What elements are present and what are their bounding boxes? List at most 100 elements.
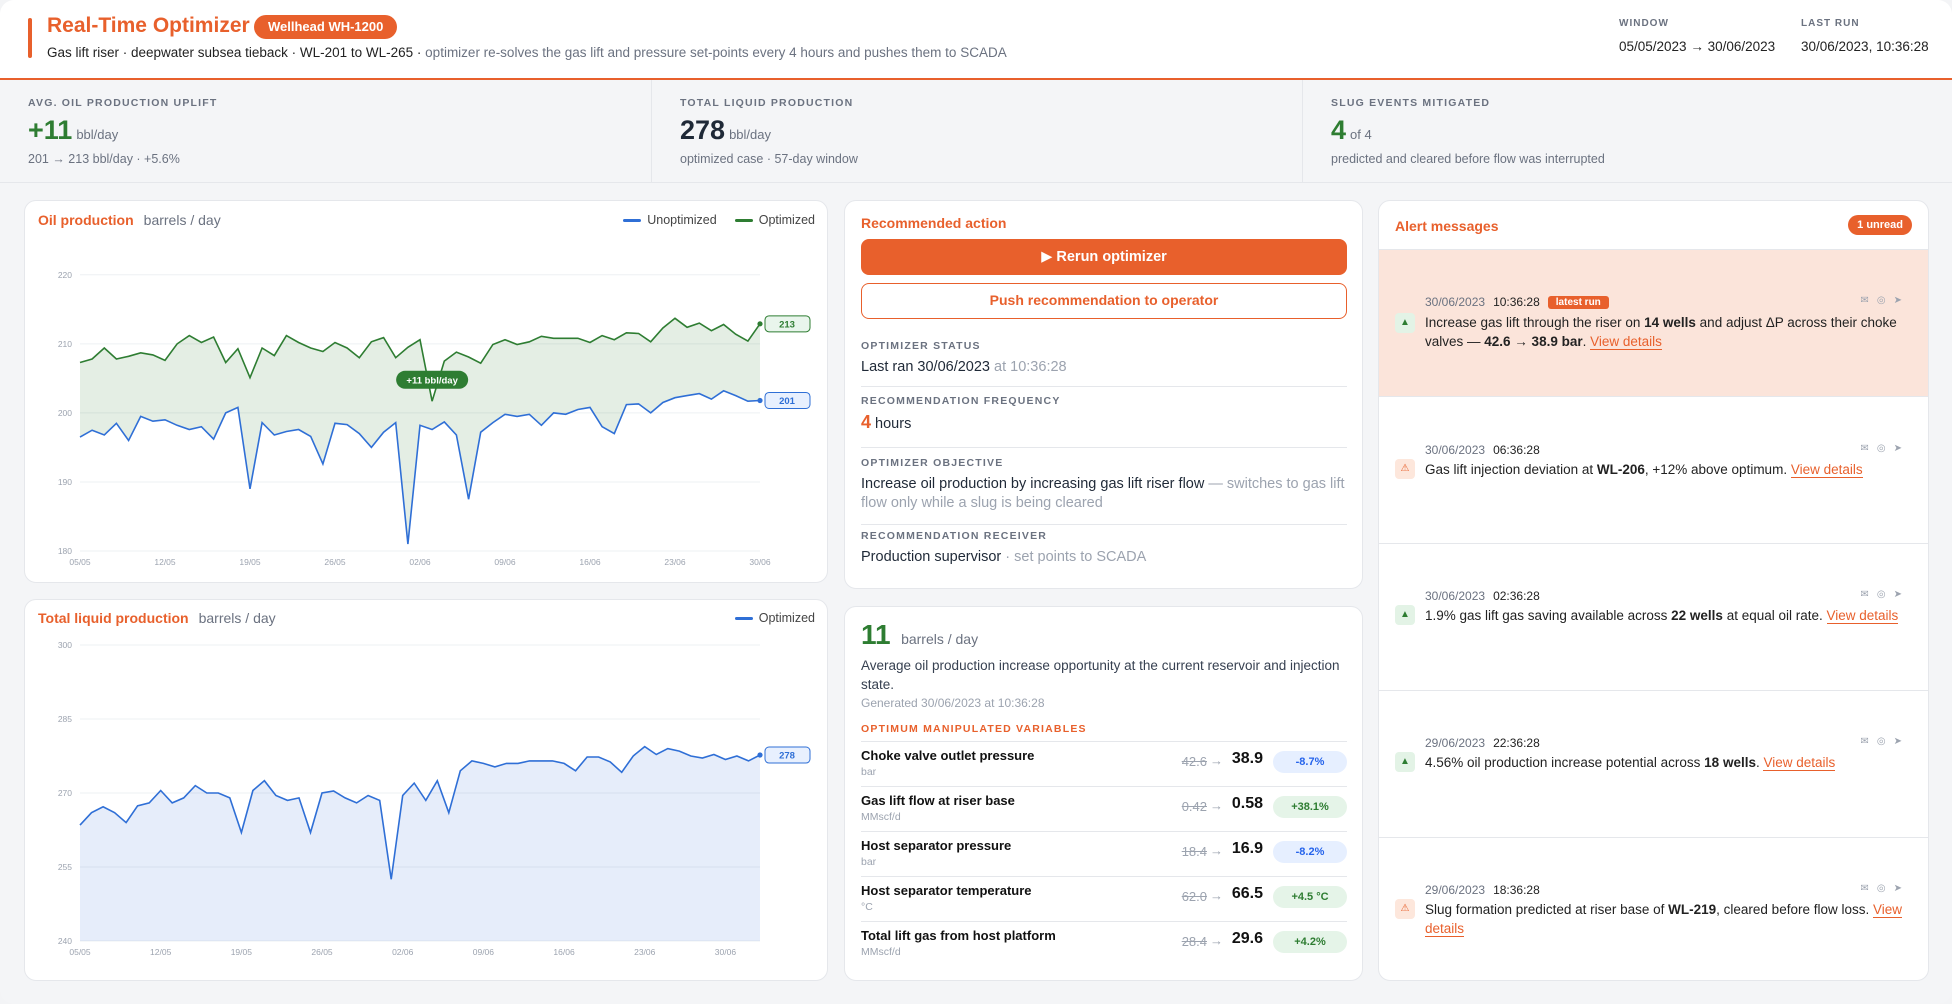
mail-icon[interactable]: ✉ <box>1860 443 1877 454</box>
variable-name: Choke valve outlet pressure <box>861 748 1035 763</box>
kpi-label: AVG. OIL PRODUCTION UPLIFT <box>28 97 218 109</box>
send-icon[interactable]: ➤ <box>1893 589 1910 600</box>
view-details-link[interactable]: View details <box>1425 902 1903 937</box>
subtitle-muted: optimizer re-solves the gas lift and pre… <box>425 45 1007 60</box>
send-icon[interactable]: ➤ <box>1893 295 1910 306</box>
warning-icon: ⚠ <box>1395 899 1415 919</box>
variable-new-value: 38.9 <box>1231 750 1263 767</box>
alert-text: Gas lift injection deviation at <box>1425 462 1597 477</box>
alerts-title: Alert messages <box>1395 218 1499 234</box>
x-tick-label: 30/06 <box>749 557 771 567</box>
view-details-link[interactable]: View details <box>1826 608 1899 624</box>
alert-actions: ✉◎➤ <box>1860 295 1910 306</box>
alert-time: 22:36:28 <box>1493 736 1540 750</box>
target-icon[interactable]: ◎ <box>1876 295 1894 306</box>
alert-date: 30/06/2023 <box>1425 443 1486 457</box>
status-value: Last ran 30/06/2023 <box>861 359 990 375</box>
y-tick-label: 285 <box>58 714 72 724</box>
push-recommendation-button[interactable]: Push recommendation to operator <box>861 283 1347 319</box>
section-label: OPTIMIZER STATUS <box>861 340 981 352</box>
variable-new-value: 0.58 <box>1231 795 1263 812</box>
legend-optimized[interactable]: Optimized <box>734 213 815 227</box>
send-icon[interactable]: ➤ <box>1893 443 1910 454</box>
x-tick-label: 30/06 <box>715 947 737 957</box>
alert-bold: WL-219 <box>1668 902 1717 917</box>
alert-bold: 18 wells <box>1704 755 1756 770</box>
variable-old-value: 42.6 <box>1181 754 1207 769</box>
objective-value: Increase oil production by increasing ga… <box>861 476 1205 492</box>
kpi-number: 278 <box>680 115 726 145</box>
alert-item[interactable]: 29/06/2023 18:36:28 ✉◎➤ ⚠ Slug formation … <box>1379 837 1928 980</box>
header: Real-Time Optimizer Wellhead WH-1200 Gas… <box>0 0 1952 80</box>
recommended-action-card: Recommended action ▶ Rerun optimizer Pus… <box>844 200 1363 589</box>
variable-old-value: 28.4 <box>1181 934 1207 949</box>
mail-icon[interactable]: ✉ <box>1860 295 1877 306</box>
variable-row[interactable]: Host separator pressure bar 18.4 → 16.9 … <box>861 831 1347 876</box>
x-tick-label: 26/05 <box>311 947 333 957</box>
alert-item[interactable]: 30/06/2023 10:36:28 latest run ✉◎➤ ▲ Incre… <box>1379 249 1928 396</box>
variable-row[interactable]: Choke valve outlet pressure bar 42.6 → 3… <box>861 741 1347 786</box>
kpi-unit: of 4 <box>1350 127 1372 142</box>
mail-icon[interactable]: ✉ <box>1860 883 1877 894</box>
variable-name: Total lift gas from host platform <box>861 928 1056 943</box>
app-title: Real-Time Optimizer <box>47 14 250 37</box>
target-icon[interactable]: ◎ <box>1876 736 1894 747</box>
view-details-link[interactable]: View details <box>1790 462 1863 478</box>
target-icon[interactable]: ◎ <box>1876 443 1894 454</box>
alert-timestamp: 29/06/2023 22:36:28 <box>1425 736 1540 750</box>
mail-icon[interactable]: ✉ <box>1860 589 1877 600</box>
alert-item[interactable]: 29/06/2023 22:36:28 ✉◎➤ ▲ 4.56% oil produ… <box>1379 690 1928 837</box>
mail-icon[interactable]: ✉ <box>1860 736 1877 747</box>
send-icon[interactable]: ➤ <box>1893 883 1910 894</box>
kpi-oil-uplift: AVG. OIL PRODUCTION UPLIFT +11 bbl/day 20… <box>0 80 650 183</box>
target-icon[interactable]: ◎ <box>1876 883 1894 894</box>
alert-item[interactable]: 30/06/2023 06:36:28 ✉◎➤ ⚠ Gas lift inject… <box>1379 396 1928 543</box>
variable-unit: bar <box>861 766 877 778</box>
x-tick-label: 12/05 <box>154 557 176 567</box>
variable-old-value: 0.42 <box>1181 799 1207 814</box>
alert-item[interactable]: 30/06/2023 02:36:28 ✉◎➤ ▲ 1.9% gas lift g… <box>1379 543 1928 690</box>
x-tick-label: 23/06 <box>634 947 656 957</box>
x-tick-label: 05/05 <box>69 557 91 567</box>
target-icon[interactable]: ◎ <box>1876 589 1894 600</box>
x-tick-label: 02/06 <box>409 557 431 567</box>
send-icon[interactable]: ➤ <box>1893 736 1910 747</box>
alerts-card: Alert messages 1 unread 30/06/2023 10:36:… <box>1378 200 1929 981</box>
variable-old-value: 18.4 <box>1181 844 1207 859</box>
warning-icon: ⚠ <box>1395 459 1415 479</box>
x-tick-label: 26/05 <box>324 557 346 567</box>
variable-delta-badge: +38.1% <box>1273 796 1347 818</box>
variable-row[interactable]: Total lift gas from host platform MMscf/… <box>861 921 1347 966</box>
rerun-optimizer-button[interactable]: ▶ Rerun optimizer <box>861 239 1347 275</box>
opportunity-value: 11 <box>861 619 891 650</box>
view-details-link[interactable]: View details <box>1763 755 1836 771</box>
x-tick-label: 16/06 <box>579 557 601 567</box>
unread-badge[interactable]: 1 unread <box>1848 215 1912 235</box>
alert-message: Increase gas lift through the riser on 1… <box>1425 313 1915 351</box>
legend-optimized[interactable]: Optimized <box>734 611 815 625</box>
x-tick-label: 19/05 <box>231 947 253 957</box>
x-tick-label: 23/06 <box>664 557 686 567</box>
arrow-right-icon: → <box>1210 798 1223 813</box>
section-label: RECOMMENDATION FREQUENCY <box>861 395 1061 407</box>
y-tick-label: 255 <box>58 862 72 872</box>
alert-timestamp: 29/06/2023 18:36:28 <box>1425 883 1540 897</box>
x-tick-label: 05/05 <box>69 947 91 957</box>
view-details-link[interactable]: View details <box>1590 334 1662 350</box>
variable-row[interactable]: Gas lift flow at riser base MMscf/d 0.42… <box>861 786 1347 831</box>
opportunity-generated: Generated 30/06/2023 at 10:36:28 <box>861 696 1045 710</box>
variable-unit: °C <box>861 901 873 913</box>
x-tick-label: 09/06 <box>473 947 495 957</box>
liquid-chart-title: Total liquid production <box>38 610 189 626</box>
liquid-chart-heading: Total liquid production barrels / day <box>38 610 276 628</box>
legend-unoptimized[interactable]: Unoptimized <box>623 213 717 227</box>
oil-chart-title: Oil production <box>38 212 134 228</box>
variable-row[interactable]: Host separator temperature °C 62.0 → 66.… <box>861 876 1347 921</box>
oil-chart-subtitle: barrels / day <box>143 212 221 228</box>
legend-swatch <box>734 617 753 621</box>
x-tick-label: 09/06 <box>494 557 516 567</box>
alert-text: 4.56% oil production increase potential … <box>1425 755 1705 770</box>
oil-chart-svg: 180 190 200 210 220 05/05 12/05 19/05 26/05 02/06… <box>58 270 811 567</box>
liquid-chart-svg: 240 255 270 285 300 05/05 12/05 19/05 26/05 02/06… <box>58 640 811 957</box>
wellhead-badge[interactable]: Wellhead WH-1200 <box>254 15 398 39</box>
